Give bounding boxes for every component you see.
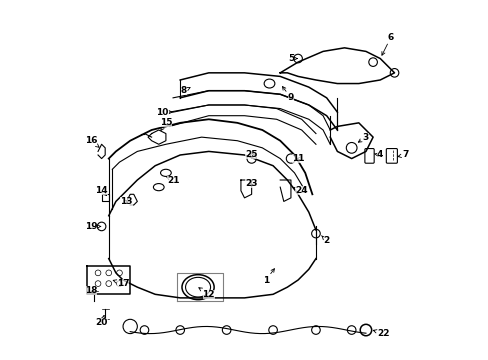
Text: 7: 7 [397, 150, 407, 159]
Text: 12: 12 [199, 288, 215, 299]
Text: 16: 16 [84, 136, 99, 147]
Text: 19: 19 [84, 222, 101, 231]
Text: 22: 22 [372, 329, 389, 338]
Text: 13: 13 [120, 197, 133, 206]
Text: 10: 10 [156, 108, 172, 117]
Text: 15: 15 [160, 118, 172, 130]
Text: 8: 8 [180, 86, 190, 95]
Text: 3: 3 [358, 132, 368, 142]
Text: 24: 24 [292, 186, 307, 195]
Text: 20: 20 [95, 315, 107, 327]
Text: 11: 11 [291, 154, 304, 163]
Text: 14: 14 [95, 186, 108, 195]
Text: 6: 6 [381, 33, 393, 55]
Text: 5: 5 [287, 54, 297, 63]
Text: 21: 21 [166, 176, 179, 185]
Text: 23: 23 [245, 179, 257, 188]
Text: 2: 2 [321, 236, 329, 245]
Text: 25: 25 [245, 150, 257, 159]
Text: 18: 18 [84, 286, 97, 295]
Text: 17: 17 [113, 279, 129, 288]
Text: 1: 1 [262, 269, 274, 284]
Text: 4: 4 [373, 150, 383, 159]
Text: 9: 9 [282, 86, 293, 102]
